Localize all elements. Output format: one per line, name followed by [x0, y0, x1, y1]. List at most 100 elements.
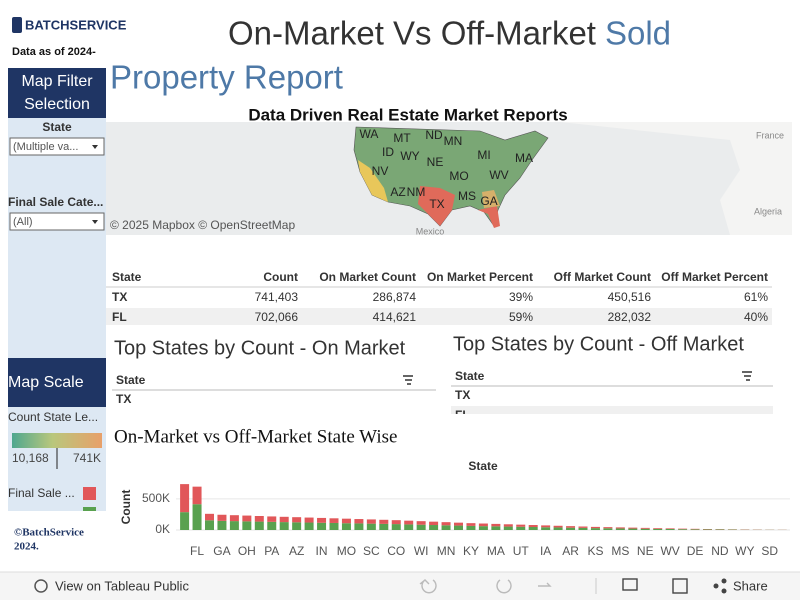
x-tick-label: SC: [363, 544, 380, 558]
sort-icon[interactable]: [403, 375, 413, 385]
state-dropdown[interactable]: [9, 137, 105, 156]
dropdown-value: (Multiple va...: [13, 141, 78, 153]
dropdown-arrow: [92, 220, 98, 224]
bar-segment: [603, 527, 613, 529]
bar-segment: [703, 529, 712, 530]
title-highlight: Sold: [605, 15, 671, 52]
share-icon[interactable]: [721, 588, 727, 594]
state-label: WA: [360, 127, 379, 141]
x-tick-label: MA: [487, 544, 505, 558]
bar-segment: [590, 526, 600, 529]
bar-segment: [454, 522, 463, 526]
bar-segment: [329, 518, 339, 523]
bar-segment: [379, 523, 389, 530]
filter-label: State: [42, 120, 72, 134]
table-cell: 286,874: [373, 290, 417, 304]
x-tick-label: IN: [316, 544, 328, 558]
state-label: NV: [372, 164, 389, 178]
bar-segment: [466, 525, 476, 530]
download-icon[interactable]: [622, 578, 638, 591]
panel-column: State: [116, 373, 146, 387]
table-cell: 450,516: [608, 290, 652, 304]
panel-column: State: [455, 369, 485, 383]
bar-segment: [628, 527, 638, 529]
toolbar-icons[interactable]: [419, 579, 552, 594]
bar-segment: [254, 521, 264, 530]
bar-segment: [404, 524, 414, 530]
bar-segment: [366, 523, 376, 530]
data-date: Data as of 2024-: [12, 46, 96, 58]
bar-segment: [304, 522, 314, 530]
bar-segment: [379, 519, 389, 524]
sort-icon[interactable]: [742, 371, 752, 381]
list-item: TX: [116, 392, 131, 406]
bar-segment: [279, 516, 289, 523]
bar-segment: [503, 526, 513, 530]
bar-segment: [292, 517, 302, 523]
bar-segment: [391, 524, 401, 530]
x-tick-label: WI: [414, 544, 429, 558]
table-cell: TX: [112, 290, 127, 304]
bar-segment: [454, 525, 463, 530]
state-label: ND: [425, 128, 443, 142]
toolbar: [0, 572, 800, 600]
bar-segment: [267, 516, 277, 522]
table-header: On Market Count: [319, 270, 416, 284]
bar-segment: [205, 513, 214, 521]
list-item: FL: [455, 408, 470, 422]
bar-segment: [254, 516, 264, 522]
bar-segment: [566, 527, 576, 530]
bar-segment: [341, 518, 351, 524]
bar-segment: [354, 523, 364, 530]
x-tick-label: MO: [337, 544, 356, 558]
map-land: [560, 122, 792, 235]
panel-title: Top States by Count - On Market: [114, 337, 406, 359]
scale-header: [8, 358, 106, 407]
bar-segment: [242, 515, 252, 522]
legend-swatch: [83, 487, 96, 500]
filter-title: Map Filter: [21, 73, 93, 90]
share-icon[interactable]: [713, 583, 719, 589]
fullscreen-icon[interactable]: [672, 578, 688, 594]
share-link[interactable]: Share: [733, 578, 768, 593]
bar-segment: [541, 527, 551, 530]
bar-segment: [441, 522, 451, 526]
bar-segment: [678, 528, 688, 530]
bar-segment: [354, 519, 364, 524]
table-cell: 414,621: [373, 310, 417, 324]
x-tick-label: SD: [761, 544, 778, 558]
bar-segment: [640, 527, 650, 529]
state-shape: [478, 206, 500, 228]
x-tick-label: GA: [213, 544, 230, 558]
table-cell: 59%: [509, 310, 533, 324]
x-tick-label: ND: [711, 544, 729, 558]
share-icon[interactable]: [721, 578, 727, 584]
bar-segment: [640, 528, 650, 530]
table-cell: 702,066: [255, 310, 299, 324]
place-label: Mexico: [416, 226, 445, 236]
bar-segment: [192, 504, 202, 530]
bar-segment: [416, 521, 426, 525]
place-label: Algeria: [754, 206, 782, 216]
bar-segment: [503, 524, 513, 527]
bar-segment: [180, 484, 190, 513]
state-label: NM: [407, 185, 426, 199]
color-ramp: [12, 433, 102, 448]
x-axis-title: State: [468, 459, 498, 473]
x-tick-label: PA: [264, 544, 279, 558]
bar-segment: [292, 522, 302, 530]
bar-segment: [429, 521, 439, 526]
legend-swatch: [83, 507, 96, 511]
bar-segment: [304, 517, 314, 523]
bar-segment: [466, 523, 476, 526]
view-link[interactable]: View on Tableau Public: [55, 578, 189, 593]
map-attribution: © 2025 Mapbox © OpenStreetMap: [110, 218, 295, 232]
category-dropdown[interactable]: [9, 212, 105, 231]
table-cell: 61%: [744, 290, 768, 304]
state-label: AZ: [390, 185, 405, 199]
state-shape: [358, 160, 388, 202]
bar-segment: [615, 527, 625, 529]
bar-segment: [628, 528, 638, 530]
bar-segment: [229, 515, 239, 522]
